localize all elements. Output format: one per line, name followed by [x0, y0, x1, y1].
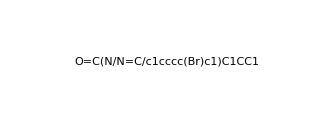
- Text: O=C(N/N=C/c1cccc(Br)c1)C1CC1: O=C(N/N=C/c1cccc(Br)c1)C1CC1: [74, 57, 260, 67]
